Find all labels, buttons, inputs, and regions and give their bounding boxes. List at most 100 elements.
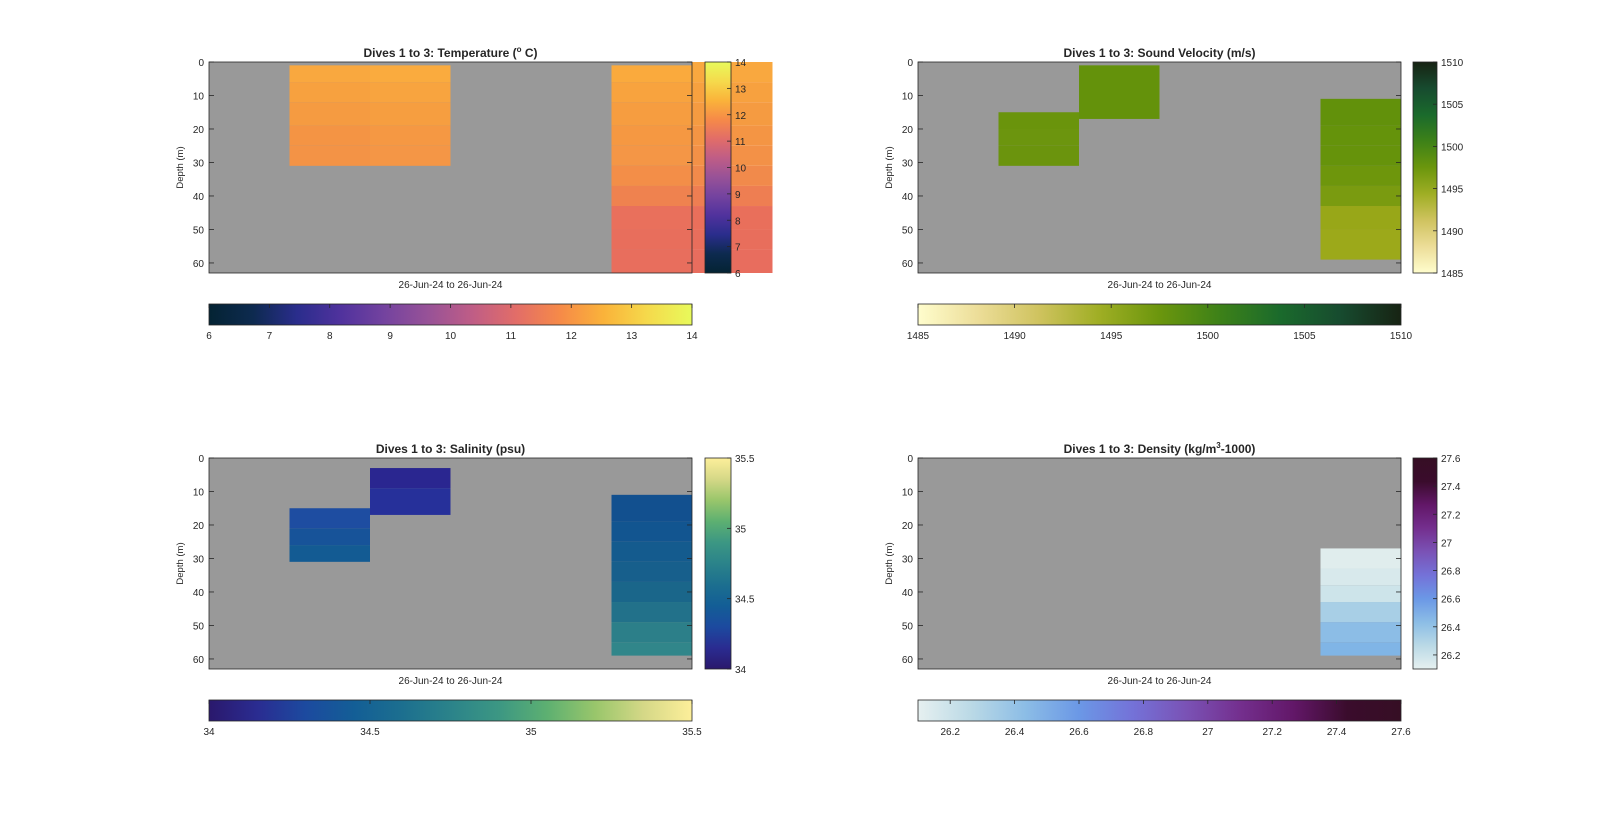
horizontal-colorbar-tick-label: 1490 <box>1003 331 1026 342</box>
heatmap-cell <box>1079 65 1160 119</box>
y-tick-label: 50 <box>193 621 205 632</box>
colorbar-tick-label: 34 <box>735 665 747 676</box>
colorbar-tick-label: 1490 <box>1441 227 1464 238</box>
heatmap-cell <box>370 62 451 66</box>
heatmap-cell <box>1320 548 1401 569</box>
x-axis-label: 26-Jun-24 to 26-Jun-24 <box>399 280 503 291</box>
horizontal-colorbar-tick-label: 35 <box>525 727 537 738</box>
heatmap-cell <box>289 508 370 529</box>
chart-title: Dives 1 to 3: Temperature (o C) <box>363 45 537 60</box>
y-tick-label: 10 <box>193 91 205 102</box>
horizontal-colorbar-tick-label: 9 <box>387 331 393 342</box>
y-tick-label: 40 <box>902 192 914 203</box>
heatmap-cell <box>1320 642 1401 656</box>
chart-title: Dives 1 to 3: Salinity (psu) <box>376 442 525 456</box>
heatmap-cell <box>692 125 773 146</box>
heatmap-cell <box>370 102 451 126</box>
heatmap-cell <box>370 82 451 103</box>
y-tick-label: 40 <box>193 588 205 599</box>
heatmap-cell <box>611 521 692 542</box>
horizontal-colorbar-tick-label: 8 <box>327 331 333 342</box>
horizontal-colorbar-tick-label: 1500 <box>1197 331 1220 342</box>
horizontal-colorbar-tick-label: 14 <box>686 331 698 342</box>
y-tick-label: 50 <box>902 621 914 632</box>
axes-box <box>917 457 1402 670</box>
chart-title-superscript: o <box>517 45 522 54</box>
colorbar-tick-label: 11 <box>735 137 746 148</box>
y-tick-label: 10 <box>902 91 914 102</box>
heatmap-cell <box>611 622 692 643</box>
horizontal-colorbar-tick-label: 26.8 <box>1134 727 1154 738</box>
colorbar-tick-label: 10 <box>735 164 747 175</box>
heatmap-cell <box>611 541 692 562</box>
y-tick-label: 60 <box>902 259 914 270</box>
heatmap-cell <box>611 561 692 582</box>
heatmap-cell <box>692 249 773 273</box>
heatmap-cell <box>1320 145 1401 166</box>
heatmap-cell <box>611 125 692 146</box>
y-tick-label: 0 <box>198 58 204 69</box>
chart-title-superscript: 3 <box>1216 441 1221 450</box>
horizontal-colorbar-tick-label: 1485 <box>907 331 930 342</box>
colorbar-tick-label: 9 <box>735 190 741 201</box>
heatmap-cell <box>692 62 773 83</box>
x-axis-label: 26-Jun-24 to 26-Jun-24 <box>399 676 503 687</box>
heatmap-cell <box>289 145 370 166</box>
heatmap-cell <box>289 65 370 83</box>
colorbar-tick-label: 26.4 <box>1441 623 1461 634</box>
heatmap-cell <box>692 206 773 230</box>
heatmap-cell <box>370 145 451 166</box>
heatmap-cell <box>611 65 692 83</box>
horizontal-colorbar-tick-label: 35.5 <box>682 727 702 738</box>
heatmap-cell <box>1320 185 1401 207</box>
colorbar-tick-label: 8 <box>735 216 741 227</box>
axes-box <box>208 61 693 274</box>
y-tick-label: 20 <box>902 521 914 532</box>
chart-title: Dives 1 to 3: Density (kg/m3-1000) <box>1064 441 1256 456</box>
heatmap-cell <box>611 642 692 656</box>
heatmap-cell <box>370 488 451 515</box>
horizontal-colorbar-tick-label: 1510 <box>1390 331 1413 342</box>
horizontal-colorbar-tick-label: 27.6 <box>1391 727 1411 738</box>
x-axis-label: 26-Jun-24 to 26-Jun-24 <box>1108 676 1212 687</box>
chart-title-text-end: -1000) <box>1221 442 1256 456</box>
heatmap-cell <box>611 249 692 273</box>
heatmap-cell <box>289 102 370 126</box>
y-tick-label: 20 <box>193 125 205 136</box>
heatmap-cell <box>998 128 1079 146</box>
heatmap-cell <box>998 145 1079 166</box>
heatmap-cell <box>611 206 692 230</box>
colorbar <box>1412 61 1438 274</box>
colorbar-tick-label: 34.5 <box>735 595 755 606</box>
y-axis-label: Depth (m) <box>884 146 895 188</box>
colorbar-tick-label: 26.8 <box>1441 567 1461 578</box>
heatmap-cell <box>289 528 370 546</box>
heatmap-cell <box>370 125 451 146</box>
heatmap-cell <box>692 82 773 103</box>
y-tick-label: 30 <box>902 554 914 565</box>
heatmap-cell <box>289 545 370 562</box>
y-tick-label: 60 <box>193 259 205 270</box>
colorbar-tick-label: 13 <box>735 84 747 95</box>
horizontal-colorbar <box>917 303 1402 326</box>
y-tick-label: 50 <box>902 225 914 236</box>
horizontal-colorbar-tick-label: 26.2 <box>940 727 960 738</box>
y-tick-label: 10 <box>902 487 914 498</box>
horizontal-colorbar-tick-label: 7 <box>267 331 273 342</box>
colorbar-tick-label: 1505 <box>1441 100 1464 111</box>
colorbar-tick-label: 26.2 <box>1441 651 1461 662</box>
heatmap-cell <box>611 165 692 186</box>
horizontal-colorbar-tick-label: 27.4 <box>1327 727 1347 738</box>
horizontal-colorbar-tick-label: 6 <box>206 331 212 342</box>
horizontal-colorbar <box>208 699 693 722</box>
heatmap-cell <box>692 229 773 250</box>
y-tick-label: 60 <box>193 655 205 666</box>
axes-box <box>208 457 693 670</box>
colorbar-tick-label: 1495 <box>1441 185 1464 196</box>
heatmap-cell <box>1320 602 1401 623</box>
horizontal-colorbar-tick-label: 1505 <box>1293 331 1316 342</box>
colorbar-tick-label: 27 <box>1441 538 1453 549</box>
colorbar-tick-label: 1485 <box>1441 269 1464 280</box>
chart-title: Dives 1 to 3: Sound Velocity (m/s) <box>1063 46 1255 60</box>
heatmap-cell <box>289 62 370 66</box>
